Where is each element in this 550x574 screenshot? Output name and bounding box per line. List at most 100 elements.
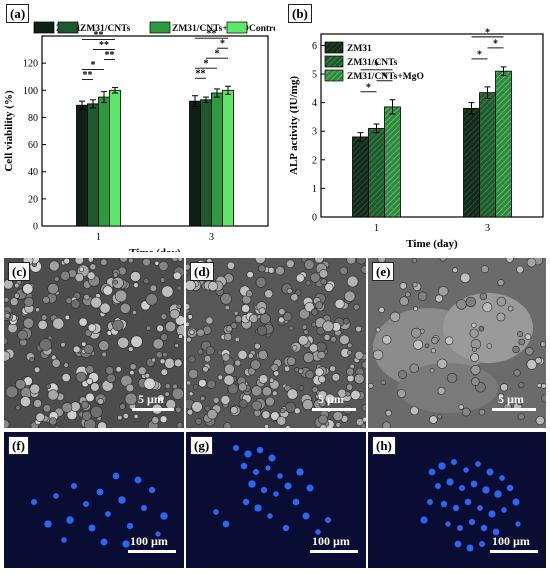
nucleus (515, 521, 521, 527)
particle (188, 391, 194, 397)
particle (47, 283, 59, 295)
particle (286, 356, 296, 366)
nucleus (499, 475, 505, 481)
particle (286, 259, 295, 269)
particle (169, 308, 180, 320)
particle (186, 336, 192, 343)
particle (198, 378, 207, 388)
y-tick-label: 2 (312, 155, 317, 166)
particle (496, 296, 507, 307)
particle (234, 336, 240, 343)
particle (362, 416, 366, 423)
particle (282, 311, 293, 322)
bar (109, 89, 121, 227)
nucleus (70, 482, 78, 490)
legend-label: ZM31 (347, 44, 372, 54)
particle (345, 391, 351, 397)
significance-label: * (366, 82, 371, 93)
particle (122, 413, 129, 420)
particle (83, 293, 90, 301)
particle (470, 364, 481, 375)
particle (497, 393, 505, 400)
particle (385, 409, 392, 417)
significance-label: * (477, 49, 482, 60)
scale-label: 5 µm (318, 392, 344, 406)
particle (254, 342, 261, 350)
particle (176, 303, 182, 310)
bar (98, 96, 110, 227)
particle (60, 342, 66, 348)
particle (250, 359, 261, 370)
particle (497, 279, 505, 287)
particle (353, 303, 360, 311)
particle (75, 371, 87, 383)
nucleus (222, 520, 230, 528)
nucleus (134, 476, 142, 484)
sem-texture-c (4, 258, 184, 428)
particle (458, 404, 464, 410)
particle (245, 290, 253, 298)
particle (220, 395, 231, 405)
particle (269, 377, 275, 383)
particle (164, 383, 171, 390)
particle (63, 362, 69, 368)
particle (346, 367, 355, 376)
particle (294, 407, 301, 415)
particle (177, 258, 183, 262)
x-tick-label: 3 (209, 232, 214, 243)
particle (145, 293, 158, 306)
scale-label: 100 µm (492, 534, 530, 548)
particle (164, 357, 176, 369)
particle (437, 414, 442, 419)
particle (199, 395, 206, 402)
particle (318, 414, 328, 425)
particle (478, 408, 486, 416)
particle (17, 329, 28, 341)
y-tick-label: 100 (23, 86, 38, 97)
nucleus (155, 531, 161, 537)
particle (303, 329, 309, 335)
particle (157, 394, 165, 402)
particle (174, 358, 183, 368)
particle (161, 285, 174, 298)
particle (33, 399, 42, 408)
particle (516, 265, 524, 274)
particle (197, 348, 204, 355)
legend-swatch (57, 21, 79, 34)
particle (331, 373, 341, 382)
particle (354, 350, 364, 360)
particle (399, 296, 409, 306)
particle (78, 266, 85, 273)
particle (133, 413, 139, 419)
particle (471, 377, 480, 386)
particle (113, 279, 118, 285)
nucleus (252, 468, 260, 476)
particle (276, 416, 287, 426)
particle (175, 406, 182, 414)
particle (81, 410, 92, 421)
nucleus (292, 498, 300, 506)
legend-swatch (324, 55, 344, 68)
particle (461, 407, 471, 417)
nucleus (31, 499, 37, 505)
particle (29, 356, 35, 363)
bar (211, 92, 223, 227)
particle (469, 328, 479, 338)
particle (410, 327, 422, 339)
particle (130, 335, 143, 348)
nucleus (284, 482, 292, 490)
significance-label: * (493, 38, 498, 49)
particle (87, 323, 97, 332)
particle (314, 367, 324, 377)
legend-label: ZM31/CNTs (80, 24, 131, 34)
particle (435, 294, 444, 303)
particle (472, 346, 478, 352)
particle (238, 399, 248, 409)
particle (23, 296, 34, 308)
particle (361, 360, 366, 369)
particle (305, 280, 311, 286)
particle (251, 400, 262, 411)
particle (346, 383, 354, 391)
nucleus (478, 540, 486, 548)
nucleus (494, 490, 502, 498)
